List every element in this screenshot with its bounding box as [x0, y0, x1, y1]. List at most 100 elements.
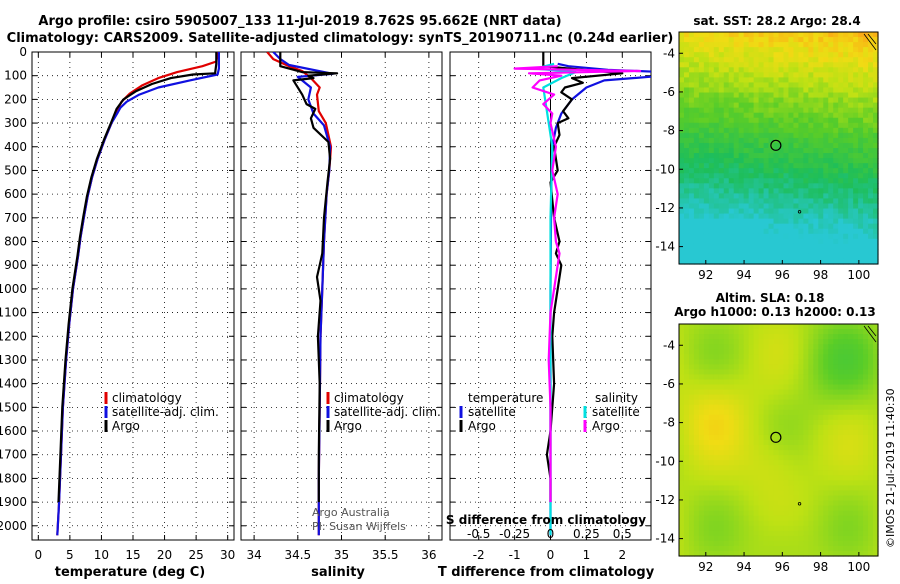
sla_map-cell: [679, 389, 685, 396]
sla_map-cell: [778, 445, 785, 451]
sla_map-cell: [728, 480, 735, 486]
sst_map-cell: [823, 97, 829, 104]
salinity-credit-2: PI: Susan Wijffels: [312, 520, 406, 533]
sst_map-cell: [679, 158, 685, 164]
sla_map-cell: [828, 480, 834, 486]
sla_map-cell: [708, 460, 715, 466]
sst_map-cell: [698, 188, 705, 194]
sst_map-cell: [733, 168, 740, 174]
sst_map-cell: [748, 238, 755, 245]
sla_map-cell: [838, 450, 844, 456]
sst_map-cell: [823, 82, 829, 89]
sla_map-cell: [833, 530, 839, 537]
sla_map-cell: [843, 324, 849, 330]
sla_map-cell: [679, 369, 685, 376]
sst_map-cell: [853, 92, 859, 99]
sla_map-cell: [793, 515, 799, 522]
sst_map-cell: [868, 163, 874, 169]
sst_map-cell: [798, 32, 804, 38]
sst_map-cell: [838, 137, 844, 144]
sla_map-cell: [858, 510, 864, 517]
sla_map-cell: [753, 379, 760, 386]
sst_map-cell: [838, 87, 844, 94]
sst_map-cell: [798, 52, 804, 58]
sla_map-cell: [763, 540, 770, 547]
sla_map-cell: [748, 399, 755, 406]
sla_map-cell: [768, 490, 775, 497]
sla_map-cell: [873, 440, 879, 446]
sst_map-cell: [793, 233, 799, 240]
sla_map-cell: [778, 424, 785, 431]
sla_map-cell: [783, 450, 790, 456]
sla_map-cell: [833, 409, 839, 416]
sst_map-cell: [848, 52, 854, 58]
sla_map-cell: [683, 339, 690, 345]
depth-tick-label: 1500: [0, 400, 27, 414]
sla_map-cell: [758, 505, 765, 512]
sst_map-cell: [823, 57, 829, 63]
sla_map-cell: [738, 445, 745, 451]
sst_map-cell: [738, 183, 745, 189]
sst_map-cell: [788, 198, 795, 205]
sst_map-cell: [683, 37, 690, 43]
sst_map-cell: [833, 137, 839, 144]
sla_map-cell: [863, 419, 869, 426]
sst_map-cell: [683, 107, 690, 114]
sla_map-cell: [773, 520, 780, 527]
sla_map-cell: [848, 445, 854, 451]
sst_map-cell: [828, 233, 834, 240]
sst_map-cell: [773, 248, 780, 255]
sst_map-cell: [679, 142, 685, 149]
sst_map-cell: [798, 122, 804, 129]
sla_map-cell: [833, 535, 839, 542]
sla_map-cell: [713, 515, 720, 522]
depth-tick-label: 500: [4, 163, 27, 177]
sst_map-cell: [768, 112, 775, 119]
sla_map-cell: [743, 500, 750, 507]
sla_map-cell: [738, 485, 745, 492]
sst_map-cell: [778, 213, 785, 220]
sla_map-cell: [683, 354, 690, 360]
sla_map-cell: [708, 525, 715, 532]
sla_map-cell: [679, 379, 685, 386]
sla_map-cell: [698, 419, 705, 426]
sst_map-cell: [868, 213, 874, 220]
sst_map-cell: [793, 92, 799, 99]
sla_map-cell: [798, 359, 804, 365]
sst_map-cell: [848, 223, 854, 230]
sst_map-cell: [793, 148, 799, 154]
sst_map-cell: [723, 188, 730, 194]
sst_map-cell: [733, 258, 740, 265]
sla_map-cell: [728, 379, 735, 386]
sla_map-cell: [843, 384, 849, 391]
sla_map-cell: [723, 374, 730, 381]
sst_map-cell: [798, 137, 804, 144]
sst_map-cell: [828, 208, 834, 215]
sla_map-cell: [873, 394, 879, 401]
sst_map-cell: [773, 193, 780, 200]
sla_map-cell: [743, 374, 750, 381]
sla_map-cell: [743, 364, 750, 370]
sst_map-cell: [818, 248, 824, 255]
sst_map-cell: [743, 223, 750, 230]
sla-map-title: Altim. SLA: 0.18: [716, 291, 825, 305]
sst_map-cell: [773, 253, 780, 260]
sla_map-cell: [693, 480, 700, 486]
sla_map-cell: [773, 510, 780, 517]
sla_map-cell: [848, 450, 854, 456]
sla_map-cell: [808, 414, 814, 421]
sst_map-cell: [843, 158, 849, 164]
sla_map-cell: [823, 339, 829, 345]
sla_map-cell: [698, 450, 705, 456]
sla_map-x-tick-label: 96: [775, 560, 790, 574]
sla_map-cell: [793, 369, 799, 376]
sla_map-cell: [863, 414, 869, 421]
sla_map-cell: [863, 354, 869, 360]
sst_map-cell: [778, 193, 785, 200]
sla_map-cell: [838, 359, 844, 365]
sla_map-cell: [793, 429, 799, 436]
sla_map-cell: [728, 445, 735, 451]
sla_map-cell: [778, 485, 785, 492]
sst_map-cell: [833, 238, 839, 245]
sst_map-cell: [868, 37, 874, 43]
